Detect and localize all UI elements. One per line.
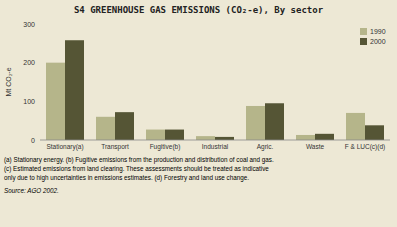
x-tick-label: Industrial xyxy=(202,143,229,150)
legend-label: 1990 xyxy=(370,28,386,35)
y-tick-label: 200 xyxy=(23,59,35,66)
bar xyxy=(115,112,134,140)
bars xyxy=(46,40,384,140)
bar xyxy=(215,137,234,140)
x-tick-label: Agric. xyxy=(257,143,274,151)
footnote: only due to high uncertainties in emissi… xyxy=(4,174,249,182)
x-tick-label: Stationary(a) xyxy=(46,143,83,151)
y-tick-label: 300 xyxy=(23,21,35,28)
bar xyxy=(165,130,184,140)
bar xyxy=(346,113,365,140)
x-tick-label: Fugitive(b) xyxy=(150,143,181,151)
footnote: (a) Stationary energy. (b) Fugitive emis… xyxy=(4,156,274,164)
legend-label: 2000 xyxy=(370,38,386,45)
legend-swatch xyxy=(360,38,367,45)
title: S4 GREENHOUSE GAS EMISSIONS (CO₂-e), By … xyxy=(74,5,324,15)
y-axis-label: Mt CO₂-e xyxy=(5,67,12,96)
bar xyxy=(46,63,65,140)
chart: S4 GREENHOUSE GAS EMISSIONS (CO₂-e), By … xyxy=(0,0,397,227)
bar xyxy=(365,125,384,140)
x-tick-label: F & LUC(c)(d) xyxy=(345,143,385,151)
footnote: (c) Estimated emissions from land cleari… xyxy=(4,165,269,173)
y-tick-label: 100 xyxy=(23,98,35,105)
bar xyxy=(196,136,215,140)
y-tick-label: 0 xyxy=(31,137,35,144)
x-tick-label: Waste xyxy=(306,143,325,150)
legend-swatch xyxy=(360,28,367,35)
x-axis-line xyxy=(40,140,390,141)
bar xyxy=(315,134,334,140)
bar xyxy=(246,106,265,140)
bar xyxy=(296,135,315,140)
bar xyxy=(65,40,84,140)
x-tick-label: Transport xyxy=(101,143,129,151)
bar xyxy=(96,117,115,140)
bar xyxy=(265,103,284,140)
bar xyxy=(146,130,165,140)
source: Source: AGO 2002. xyxy=(4,187,59,194)
